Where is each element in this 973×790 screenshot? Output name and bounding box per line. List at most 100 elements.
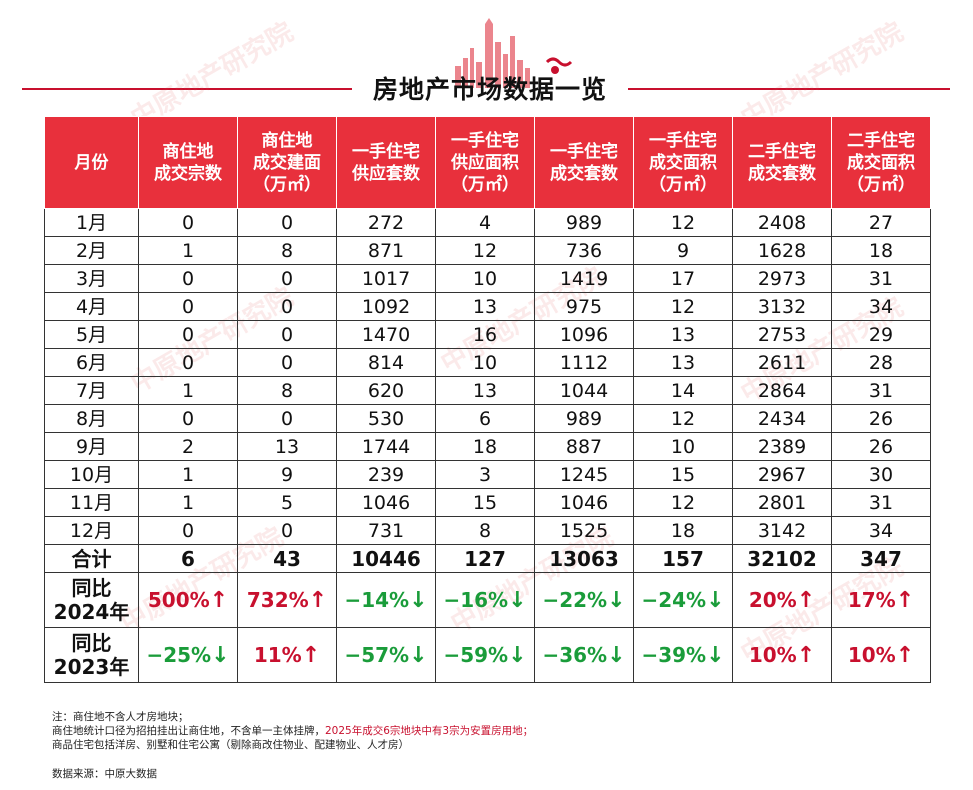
- column-header: 一手住宅 供应套数: [336, 116, 436, 209]
- value-cell: 26: [831, 404, 931, 433]
- yoy-change-cell: 11%↑: [237, 627, 337, 683]
- table-row: 5月 0 0 1470 16 1096 13 2753 29: [44, 320, 931, 349]
- change-value: −16%: [443, 587, 509, 612]
- note-line-2-text: 商住地统计口径为招拍挂出让商住地，不含单一主体挂牌，: [52, 725, 325, 737]
- value-cell: 0: [237, 516, 337, 545]
- yoy-change-cell: 20%↑: [732, 572, 832, 628]
- value-cell: 2434: [732, 404, 832, 433]
- yoy-label: 同比 2024年: [44, 572, 139, 628]
- note-line-3: 商品住宅包括洋房、别墅和住宅公寓（剔除商改住物业、配建物业、人才房）: [52, 739, 409, 751]
- month-cell: 5月: [44, 320, 139, 349]
- arrow-down-icon: ↓: [508, 587, 527, 613]
- header: 房地产市场数据一览: [0, 0, 973, 112]
- value-cell: 0: [138, 208, 238, 237]
- value-cell: 14: [633, 376, 733, 405]
- month-cell: 3月: [44, 264, 139, 293]
- table-header-row: 月份 商住地 成交宗数 商住地 成交建面 （万㎡） 一手住宅 供应套数 一手住宅 供应面…: [44, 116, 931, 209]
- table-row: 1月 0 0 272 4 989 12 2408 27: [44, 208, 931, 237]
- value-cell: 0: [237, 208, 337, 237]
- change-value: 20%: [748, 587, 797, 612]
- value-cell: 1744: [336, 432, 436, 461]
- column-header: 二手住宅 成交套数: [732, 116, 832, 209]
- value-cell: 0: [237, 292, 337, 321]
- value-cell: 15: [435, 488, 535, 517]
- value-cell: 13: [435, 292, 535, 321]
- arrow-down-icon: ↓: [706, 587, 725, 613]
- column-header: 二手住宅 成交面积 （万㎡）: [831, 116, 931, 209]
- yoy-change-cell: 10%↑: [732, 627, 832, 683]
- value-cell: 30: [831, 460, 931, 489]
- arrow-up-icon: ↑: [209, 587, 229, 613]
- value-cell: 13: [237, 432, 337, 461]
- value-cell: 620: [336, 376, 436, 405]
- value-cell: 989: [534, 404, 634, 433]
- arrow-down-icon: ↓: [706, 642, 725, 668]
- yoy-change-cell: −22%↓: [534, 572, 634, 628]
- month-cell: 12月: [44, 516, 139, 545]
- value-cell: 1419: [534, 264, 634, 293]
- arrow-up-icon: ↑: [796, 642, 816, 668]
- total-value: 13063: [534, 544, 634, 573]
- change-value: 10%: [748, 642, 797, 667]
- yoy-change-cell: −39%↓: [633, 627, 733, 683]
- change-value: 11%: [253, 642, 302, 667]
- table-row: 2月 1 8 871 12 736 9 1628 18: [44, 236, 931, 265]
- value-cell: 8: [435, 516, 535, 545]
- value-cell: 731: [336, 516, 436, 545]
- value-cell: 12: [633, 488, 733, 517]
- month-cell: 1月: [44, 208, 139, 237]
- month-cell: 2月: [44, 236, 139, 265]
- value-cell: 0: [138, 292, 238, 321]
- value-cell: 1046: [534, 488, 634, 517]
- table-row: 6月 0 0 814 10 1112 13 2611 28: [44, 348, 931, 377]
- value-cell: 0: [237, 264, 337, 293]
- arrow-up-icon: ↑: [301, 642, 321, 668]
- value-cell: 0: [138, 264, 238, 293]
- table-row: 10月 1 9 239 3 1245 15 2967 30: [44, 460, 931, 489]
- title-rule-left: [22, 88, 352, 90]
- value-cell: 1: [138, 376, 238, 405]
- yoy-change-cell: −36%↓: [534, 627, 634, 683]
- yoy-change-cell: 500%↑: [138, 572, 238, 628]
- value-cell: 2: [138, 432, 238, 461]
- column-header: 商住地 成交宗数: [138, 116, 238, 209]
- city-skyline-logo: [455, 18, 573, 88]
- table-row: 3月 0 0 1017 10 1419 17 2973 31: [44, 264, 931, 293]
- month-cell: 7月: [44, 376, 139, 405]
- value-cell: 10: [633, 432, 733, 461]
- value-cell: 10: [435, 264, 535, 293]
- value-cell: 6: [435, 404, 535, 433]
- total-value: 43: [237, 544, 337, 573]
- value-cell: 5: [237, 488, 337, 517]
- total-label: 合计: [44, 544, 139, 573]
- value-cell: 9: [633, 236, 733, 265]
- value-cell: 736: [534, 236, 634, 265]
- yoy-change-cell: −25%↓: [138, 627, 238, 683]
- value-cell: 1525: [534, 516, 634, 545]
- yoy-row: 同比 2023年 −25%↓ 11%↑ −57%↓ −59%↓ −36%↓ −39%↓ 10%…: [44, 627, 931, 683]
- month-cell: 8月: [44, 404, 139, 433]
- total-value: 127: [435, 544, 535, 573]
- value-cell: 34: [831, 292, 931, 321]
- yoy-change-cell: −59%↓: [435, 627, 535, 683]
- value-cell: 1: [138, 236, 238, 265]
- value-cell: 31: [831, 376, 931, 405]
- value-cell: 13: [633, 348, 733, 377]
- value-cell: 0: [237, 348, 337, 377]
- yoy-row: 同比 2024年 500%↑ 732%↑ −14%↓ −16%↓ −22%↓ −24%↓ 20…: [44, 572, 931, 628]
- value-cell: 34: [831, 516, 931, 545]
- total-value: 6: [138, 544, 238, 573]
- note-line-2: 商住地统计口径为招拍挂出让商住地，不含单一主体挂牌，2025年成交6宗地块中有3…: [52, 724, 533, 738]
- yoy-change-cell: 17%↑: [831, 572, 931, 628]
- value-cell: 1470: [336, 320, 436, 349]
- value-cell: 28: [831, 348, 931, 377]
- value-cell: 29: [831, 320, 931, 349]
- change-value: −22%: [542, 587, 608, 612]
- value-cell: 12: [633, 208, 733, 237]
- arrow-down-icon: ↓: [607, 587, 626, 613]
- value-cell: 16: [435, 320, 535, 349]
- value-cell: 2753: [732, 320, 832, 349]
- value-cell: 13: [633, 320, 733, 349]
- value-cell: 12: [633, 292, 733, 321]
- table-row: 9月 2 13 1744 18 887 10 2389 26: [44, 432, 931, 461]
